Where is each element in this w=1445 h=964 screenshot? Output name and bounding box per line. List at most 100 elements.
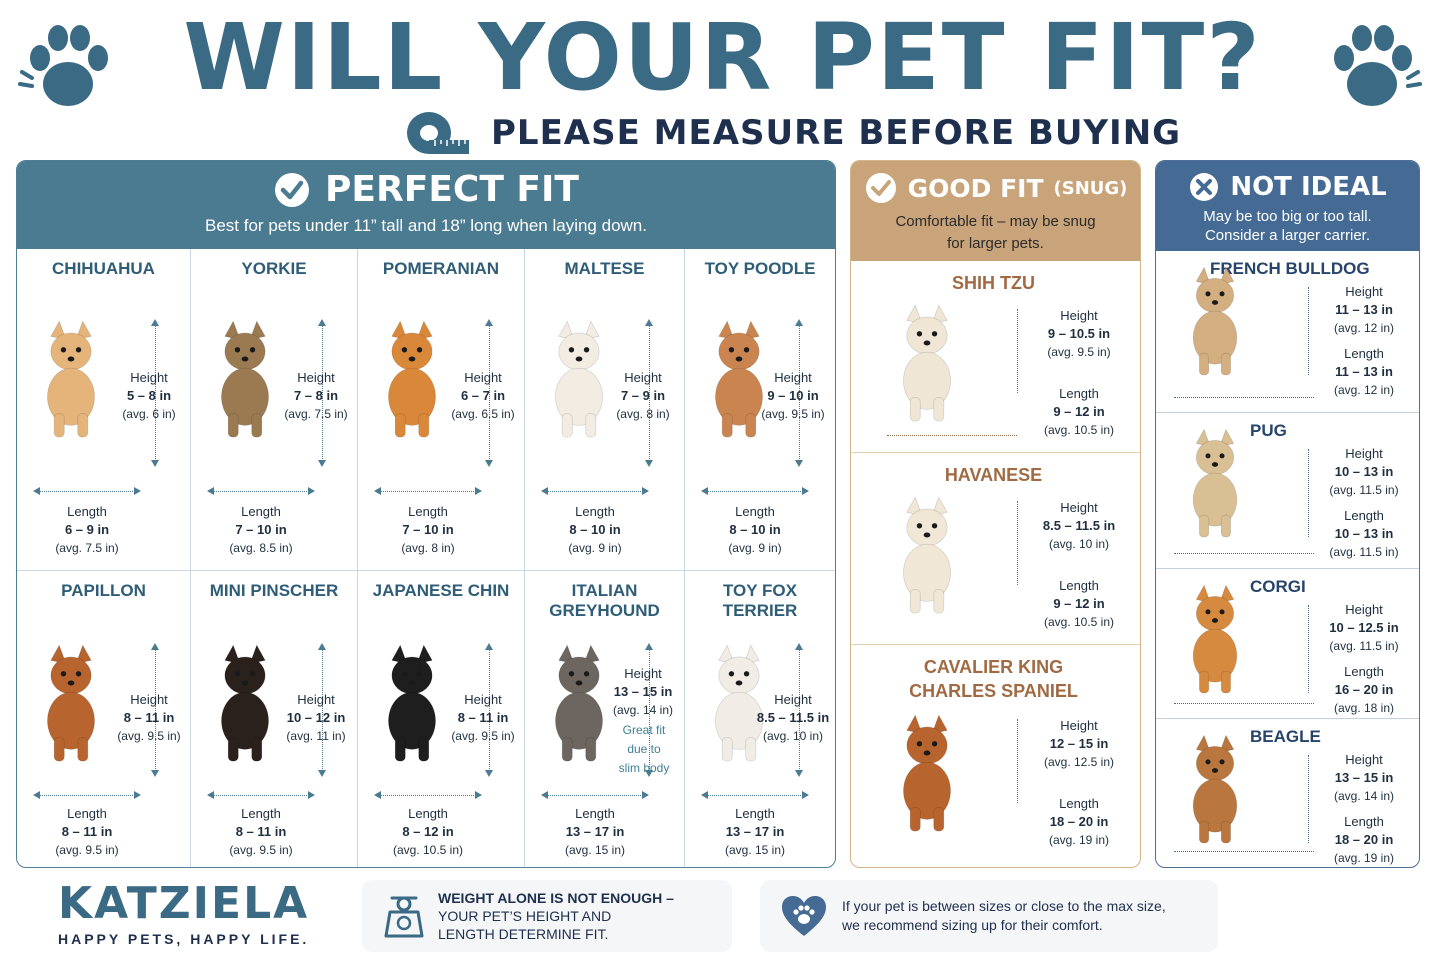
dog-illustration xyxy=(221,644,269,762)
weight-tip-card: WEIGHT ALONE IS NOT ENOUGH – YOUR PET’S … xyxy=(362,880,732,952)
height-arrow xyxy=(1308,287,1309,375)
breed-card: TOY FOX TERRIER Height 8.5 – 11.5 in (avg. … xyxy=(685,571,835,867)
dog-illustration xyxy=(555,644,603,762)
measurement-text: (avg. 15 in) xyxy=(724,843,786,857)
measurement-text: (avg. 9.5 in) xyxy=(55,843,119,857)
length-measurement: Length 8 – 11 in (avg. 9.5 in) xyxy=(27,805,147,859)
paw-icon xyxy=(1334,25,1422,106)
good-fit-title-suffix: (SNUG) xyxy=(1053,177,1128,199)
measurement-text: Length xyxy=(1344,664,1384,679)
measurement-text: Length xyxy=(1344,814,1384,829)
breed-name: HAVANESE xyxy=(851,463,1136,487)
size-up-tip-line: we recommend sizing up for their comfort… xyxy=(842,917,1103,933)
measurement-text: 13 – 17 in xyxy=(725,824,785,839)
breed-name: PAPILLON xyxy=(61,581,146,600)
measurement-text: (avg. 8.5 in) xyxy=(229,541,293,555)
not-ideal-description-line: May be too big or too tall. xyxy=(1203,208,1372,225)
measurement-text: 8 – 10 in xyxy=(729,522,781,537)
x-circle-icon xyxy=(1190,173,1219,201)
brand-logo: KATZIELA xyxy=(58,878,310,929)
measurement-text: 10 – 13 in xyxy=(1334,526,1394,541)
measurement-text: (avg. 9.5 in) xyxy=(761,407,825,421)
length-measurement: Length 7 – 10 in (avg. 8.5 in) xyxy=(201,503,321,557)
perfect-fit-title: PERFECT FIT xyxy=(325,169,579,210)
breed-name: SHIH TZU xyxy=(851,271,1136,295)
breed-card: SHIH TZU Height 9 – 10.5 in (avg. 9.5 in) Le… xyxy=(851,261,1140,453)
measurement-text: 8 – 11 in xyxy=(235,824,287,839)
measurement-text: 18 – 20 in xyxy=(1049,814,1109,829)
height-measurement: Height 7 – 8 in (avg. 7.5 in) xyxy=(278,369,354,423)
fit-note-line: Great fit xyxy=(622,723,666,737)
height-measurement: Height 8 – 11 in (avg. 9.5 in) xyxy=(111,691,187,745)
measurement-text: (avg. 14 in) xyxy=(1333,789,1395,803)
measurement-text: 5 – 8 in xyxy=(126,388,172,403)
dog-illustration xyxy=(1192,267,1238,376)
breed-name: POMERANIAN xyxy=(382,259,500,278)
measurement-text: 8 – 11 in xyxy=(457,710,509,725)
length-measurement: Length 6 – 9 in (avg. 7.5 in) xyxy=(27,503,147,557)
measurement-text: (avg. 14 in) xyxy=(612,703,674,717)
check-circle-icon xyxy=(865,173,896,203)
length-measurement: Length 7 – 10 in (avg. 8 in) xyxy=(368,503,488,557)
measurement-text: (avg. 9 in) xyxy=(728,541,782,555)
measurement-text: 8.5 – 11.5 in xyxy=(1042,518,1116,533)
height-arrow xyxy=(1308,755,1309,843)
breed-card: JAPANESE CHIN Height 8 – 11 in (avg. 9.5 in… xyxy=(358,571,525,867)
measurement-text: (avg. 12 in) xyxy=(1333,383,1395,397)
good-fit-description-line: for larger pets. xyxy=(947,235,1044,252)
height-arrow xyxy=(645,643,653,777)
breed-name: CAVALIER KING CHARLES SPANIEL xyxy=(851,655,1136,703)
weight-tip-line: YOUR PET’S HEIGHT AND xyxy=(438,908,612,924)
length-arrow xyxy=(1174,397,1314,398)
dog-illustration xyxy=(715,644,763,762)
measurement-text: 7 – 8 in xyxy=(293,388,339,403)
length-arrow xyxy=(1174,851,1314,852)
measurement-text: (avg. 9.5 in) xyxy=(229,843,293,857)
breed-name-line: CAVALIER KING xyxy=(923,657,1064,677)
height-measurement: Height 9 – 10.5 in (avg. 9.5 in) xyxy=(1033,307,1125,361)
dog-illustration xyxy=(715,320,763,438)
dog-illustration xyxy=(903,304,951,422)
page-title: WILL YOUR PET FIT? xyxy=(183,4,1262,111)
measurement-text: (avg. 8 in) xyxy=(616,407,670,421)
breed-name: TOY FOX TERRIER xyxy=(722,581,798,620)
measurement-text: Height xyxy=(297,692,335,707)
fit-note-line: slim body xyxy=(618,761,670,775)
measurement-text: Length xyxy=(1344,508,1384,523)
breed-name: YORKIE xyxy=(241,259,307,278)
length-measurement: Length 18 – 20 in (avg. 19 in) xyxy=(1322,813,1406,867)
breed-card: POMERANIAN Height 6 – 7 in (avg. 6.5 in) Len… xyxy=(358,249,525,571)
not-ideal-description-line: Consider a larger carrier. xyxy=(1204,227,1371,244)
measurement-text: 11 – 13 in xyxy=(1335,302,1393,317)
measurement-text: Height xyxy=(774,370,812,385)
breed-name: MALTESE xyxy=(564,259,645,278)
measurement-text: (avg. 9.5 in) xyxy=(117,729,181,743)
measurement-text: 8 – 12 in xyxy=(402,824,454,839)
measurement-text: Height xyxy=(1060,308,1098,323)
measurement-text: 18 – 20 in xyxy=(1334,832,1394,847)
measurement-text: 8 – 10 in xyxy=(569,522,621,537)
measurement-text: 7 – 9 in xyxy=(620,388,666,403)
dog-illustration xyxy=(47,320,95,438)
length-measurement: Length 18 – 20 in (avg. 19 in) xyxy=(1033,795,1125,849)
size-up-tip-line: If your pet is between sizes or close to… xyxy=(842,898,1166,914)
measurement-text: Length xyxy=(408,806,448,821)
breed-name: FRENCH BULLDOG xyxy=(1210,259,1370,278)
length-measurement: Length 8 – 12 in (avg. 10.5 in) xyxy=(368,805,488,859)
not-ideal-list: FRENCH BULLDOG Height 11 – 13 in (avg. 12 i… xyxy=(1156,251,1419,867)
breed-card: PAPILLON Height 8 – 11 in (avg. 9.5 in) Leng… xyxy=(17,571,191,867)
breed-name: JAPANESE CHIN xyxy=(372,581,510,600)
measurement-text: (avg. 10 in) xyxy=(1048,537,1110,551)
weight-tip-heading: WEIGHT ALONE IS NOT ENOUGH – xyxy=(438,890,674,906)
length-measurement: Length 11 – 13 in (avg. 12 in) xyxy=(1322,345,1406,399)
breed-card: MALTESE Height 7 – 9 in (avg. 8 in) Length 8 … xyxy=(525,249,685,571)
tape-measure-icon xyxy=(407,112,469,154)
perfect-fit-grid: CHIHUAHUA Height 5 – 8 in (avg. 6 in) Length… xyxy=(17,249,835,867)
measurement-text: 7 – 10 in xyxy=(235,522,287,537)
height-arrow xyxy=(151,319,159,467)
measurement-text: Height xyxy=(624,666,662,681)
brand-tagline: HAPPY PETS, HAPPY LIFE. xyxy=(58,931,310,947)
length-arrow xyxy=(207,487,315,495)
height-arrow xyxy=(795,643,803,777)
measurement-text: (avg. 19 in) xyxy=(1048,833,1110,847)
